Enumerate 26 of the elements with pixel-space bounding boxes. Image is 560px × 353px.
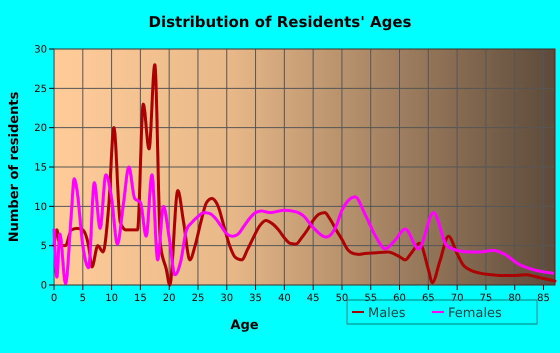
legend-label: Males (368, 306, 406, 321)
line-series (52, 166, 554, 285)
y-tick-label: 20 (34, 123, 47, 134)
y-tick-label: 30 (34, 44, 47, 56)
chart-title: Distribution of Residents' Ages (148, 13, 412, 31)
x-axis-title: Age (230, 318, 259, 333)
x-tick-label: 45 (306, 293, 320, 304)
y-tick-label: 10 (34, 202, 47, 213)
y-tick-label: 0 (40, 280, 47, 292)
line-series (52, 63, 556, 286)
y-tick-label: 15 (34, 162, 47, 174)
x-tick-label: 35 (249, 293, 262, 304)
x-tick-label: 50 (336, 293, 348, 304)
x-tick-label: 30 (220, 293, 234, 304)
x-tick-label: 10 (105, 293, 118, 304)
y-tick-label: 25 (34, 84, 47, 95)
x-tick-label: 85 (537, 293, 550, 304)
x-tick-label: 0 (50, 293, 58, 304)
x-tick-label: 25 (192, 293, 204, 304)
y-tick-label: 5 (40, 241, 47, 252)
x-tick-label: 15 (134, 293, 147, 304)
y-axis-title: Number of residents (7, 91, 22, 242)
x-tick-label: 20 (162, 293, 176, 304)
x-tick-label: 40 (278, 293, 291, 304)
x-tick-label: 5 (80, 293, 86, 304)
legend-label: Females (448, 306, 502, 321)
